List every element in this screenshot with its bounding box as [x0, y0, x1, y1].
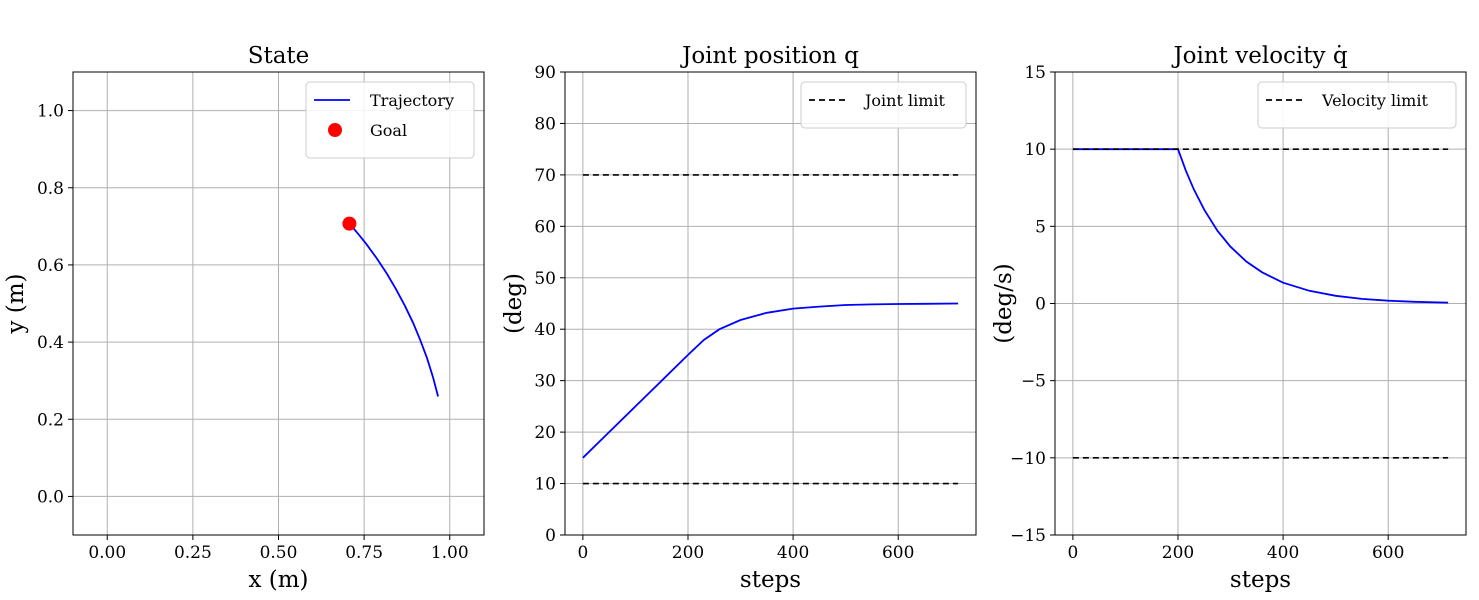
y-tick-label: 0 — [1035, 295, 1046, 315]
legend-box — [800, 81, 967, 129]
x-axis-label: steps — [1230, 567, 1291, 593]
chart-title: Joint velocity q̇ — [1171, 43, 1347, 69]
x-tick-label: 600 — [1372, 543, 1404, 563]
y-tick-label: −15 — [1010, 526, 1046, 546]
chart-panel-3: 0 200 400 600 −15 −10 −5 0 5 10 15 Joint velocity q… — [991, 43, 1467, 593]
x-tick-label: 200 — [1162, 543, 1194, 563]
x-tick-label: 0.75 — [345, 543, 383, 563]
y-tick-label: 0 — [545, 526, 556, 546]
y-tick-label: −5 — [1021, 372, 1046, 392]
goal-marker — [342, 216, 357, 231]
y-tick-label: 0.6 — [37, 256, 64, 276]
y-tick-label: 60 — [534, 217, 556, 237]
chart-title: State — [248, 43, 310, 69]
chart-title: Joint position q — [680, 43, 859, 69]
y-tick-label: 80 — [534, 114, 556, 134]
legend: Velocity limit — [1257, 81, 1457, 129]
x-tick-label: 400 — [777, 543, 809, 563]
x-tick-label: 200 — [672, 543, 704, 563]
x-tick-label: 1.00 — [431, 543, 469, 563]
y-tick-label: 0.8 — [37, 179, 64, 199]
y-tick-label: 30 — [534, 372, 556, 392]
chart-panel-2: 0 200 400 600 0 10 20 30 40 50 60 70 80 90 Joint posit… — [501, 43, 977, 593]
y-tick-label: 10 — [1024, 140, 1046, 160]
series-line — [1072, 148, 1449, 304]
legend-label: Goal — [370, 121, 407, 140]
legend: Trajectory Goal — [305, 81, 475, 159]
y-tick-label: 20 — [534, 423, 556, 443]
y-tick-label: 15 — [1024, 63, 1046, 83]
x-axis-label: steps — [740, 567, 801, 593]
y-tick-label: 0.2 — [37, 410, 64, 430]
x-tick-label: 600 — [882, 543, 914, 563]
x-tick-label: 0.50 — [260, 543, 298, 563]
legend-label: Trajectory — [370, 91, 454, 110]
y-tick-label: 90 — [534, 63, 556, 83]
legend-label: Joint limit — [863, 91, 946, 110]
x-tick-label: 0.25 — [174, 543, 212, 563]
y-tick-label: 5 — [1035, 217, 1046, 237]
y-tick-label: 0.4 — [37, 333, 64, 353]
legend-goal-marker — [328, 123, 342, 137]
y-tick-label: −10 — [1010, 449, 1046, 469]
axes-frame — [564, 71, 977, 536]
chart-panel-1: 0.00 0.25 0.50 0.75 1.00 0.0 0.2 0.4 0.6 0.8 1.0 St… — [3, 43, 485, 593]
series-line — [348, 223, 439, 397]
legend-box — [305, 81, 475, 159]
legend: Joint limit — [800, 81, 967, 129]
x-axis-label: x (m) — [248, 567, 308, 593]
x-tick-label: 0.00 — [88, 543, 126, 563]
x-tick-label: 400 — [1267, 543, 1299, 563]
y-tick-label: 10 — [534, 475, 556, 495]
y-tick-label: 0.0 — [37, 487, 64, 507]
legend-box — [1257, 81, 1457, 129]
y-axis-label: (deg/s) — [991, 263, 1017, 344]
y-tick-label: 70 — [534, 166, 556, 186]
x-tick-label: 0 — [577, 543, 588, 563]
series-line — [582, 302, 959, 459]
y-tick-label: 50 — [534, 269, 556, 289]
y-axis-label: y (m) — [3, 273, 29, 334]
x-tick-label: 0 — [1067, 543, 1078, 563]
legend-label: Velocity limit — [1321, 91, 1428, 110]
y-tick-label: 40 — [534, 320, 556, 340]
y-axis-label: (deg) — [501, 273, 527, 334]
y-tick-label: 1.0 — [37, 102, 64, 122]
